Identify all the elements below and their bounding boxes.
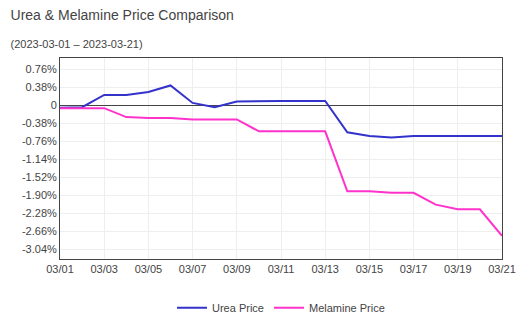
svg-text:Urea Price: Urea Price <box>212 302 264 314</box>
svg-text:-0.76%: -0.76% <box>22 135 57 147</box>
svg-text:03/21: 03/21 <box>488 263 516 275</box>
svg-text:Melamine Price: Melamine Price <box>309 302 385 314</box>
svg-text:03/09: 03/09 <box>223 263 251 275</box>
svg-text:-1.14%: -1.14% <box>22 153 57 165</box>
svg-text:03/17: 03/17 <box>400 263 428 275</box>
svg-text:03/05: 03/05 <box>135 263 163 275</box>
svg-text:03/07: 03/07 <box>179 263 207 275</box>
svg-text:0.76%: 0.76% <box>26 63 57 75</box>
svg-text:03/11: 03/11 <box>268 263 295 275</box>
svg-text:Urea & Melamine Price Comparis: Urea & Melamine Price Comparison <box>11 7 234 23</box>
svg-text:0: 0 <box>51 99 57 111</box>
svg-text:-0.38%: -0.38% <box>22 117 57 129</box>
svg-text:(2023-03-01 – 2023-03-21): (2023-03-01 – 2023-03-21) <box>11 38 143 50</box>
svg-text:0.38%: 0.38% <box>26 81 57 93</box>
svg-text:-3.04%: -3.04% <box>22 243 57 255</box>
svg-text:-2.28%: -2.28% <box>22 207 57 219</box>
svg-text:03/13: 03/13 <box>311 263 339 275</box>
svg-text:03/15: 03/15 <box>356 263 384 275</box>
svg-text:-1.52%: -1.52% <box>22 171 57 183</box>
svg-text:03/03: 03/03 <box>90 263 118 275</box>
svg-text:03/19: 03/19 <box>444 263 472 275</box>
svg-text:-2.66%: -2.66% <box>22 225 57 237</box>
svg-text:03/01: 03/01 <box>46 263 74 275</box>
svg-text:-1.90%: -1.90% <box>22 189 57 201</box>
